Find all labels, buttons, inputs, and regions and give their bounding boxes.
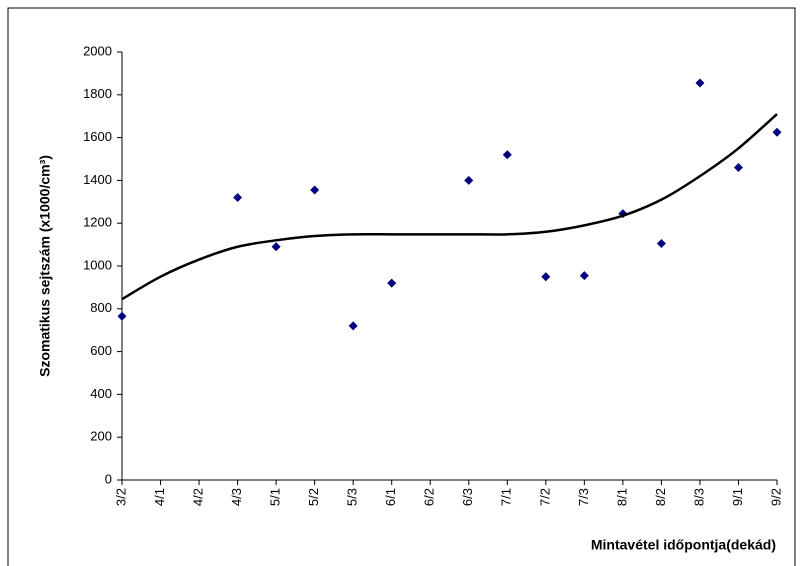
point <box>233 193 243 203</box>
x-tick-label: 6/3 <box>460 488 475 506</box>
x-tick-label: 4/1 <box>152 488 167 506</box>
point <box>310 185 320 195</box>
y-tick-label: 1000 <box>83 257 112 272</box>
x-tick-label: 5/1 <box>268 488 283 506</box>
x-tick-label: 7/1 <box>499 488 514 506</box>
y-tick-label: 800 <box>90 300 112 315</box>
chart-border <box>7 7 796 566</box>
x-tick-label: 3/2 <box>113 488 128 506</box>
y-tick-label: 200 <box>90 429 112 444</box>
point <box>271 242 281 252</box>
point <box>733 163 743 173</box>
x-tick-label: 9/2 <box>768 488 783 506</box>
y-tick-label: 0 <box>105 471 112 486</box>
y-tick-label: 1600 <box>83 129 112 144</box>
trend-line <box>121 113 778 301</box>
y-tick-label: 600 <box>90 343 112 358</box>
point <box>579 271 589 281</box>
point <box>695 78 705 88</box>
y-tick-label: 1400 <box>83 172 112 187</box>
y-tick-label: 1800 <box>83 86 112 101</box>
point <box>348 321 358 331</box>
x-tick-label: 6/1 <box>383 488 398 506</box>
point <box>656 239 666 249</box>
x-tick-label: 8/2 <box>653 488 668 506</box>
point <box>541 272 551 282</box>
point <box>772 127 782 137</box>
x-tick-label: 9/1 <box>730 488 745 506</box>
y-tick-label: 2000 <box>83 43 112 58</box>
point <box>387 278 397 288</box>
x-axis-title: Mintavétel időpontja(dekád) <box>591 537 776 553</box>
point <box>464 175 474 185</box>
y-axis-title: Szomatikus sejtszám (x1000/cm³) <box>37 155 53 377</box>
x-tick-label: 5/2 <box>306 488 321 506</box>
x-tick-label: 6/2 <box>422 488 437 506</box>
x-tick-label: 4/3 <box>229 488 244 506</box>
x-tick-label: 8/3 <box>691 488 706 506</box>
x-tick-label: 5/3 <box>345 488 360 506</box>
y-tick-label: 400 <box>90 386 112 401</box>
point <box>117 311 127 321</box>
x-tick-label: 7/2 <box>537 488 552 506</box>
x-tick-label: 8/1 <box>614 488 629 506</box>
y-tick-label: 1200 <box>83 215 112 230</box>
x-tick-label: 7/3 <box>576 488 591 506</box>
point <box>502 150 512 160</box>
x-tick-label: 4/2 <box>190 488 205 506</box>
